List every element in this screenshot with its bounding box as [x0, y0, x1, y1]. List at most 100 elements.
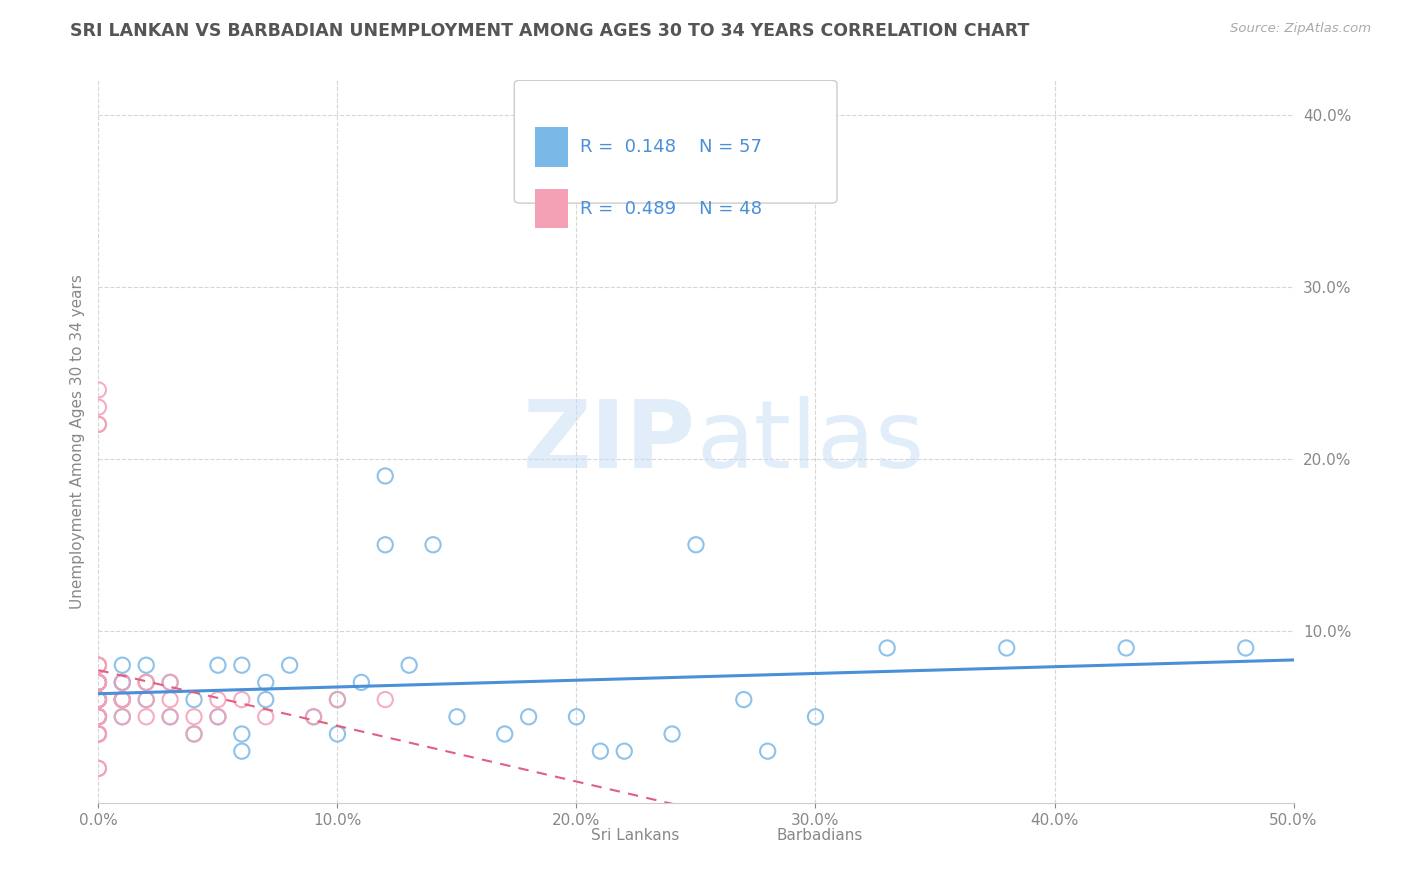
- Point: [87, 727, 110, 741]
- Point: [111, 675, 134, 690]
- Point: [87, 383, 110, 397]
- Point: [374, 692, 396, 706]
- Point: [87, 710, 110, 724]
- Point: [565, 710, 588, 724]
- Point: [159, 710, 181, 724]
- Point: [87, 675, 110, 690]
- FancyBboxPatch shape: [534, 188, 568, 228]
- Point: [87, 710, 110, 724]
- Point: [326, 692, 349, 706]
- Point: [159, 675, 181, 690]
- Point: [87, 761, 110, 775]
- FancyBboxPatch shape: [534, 128, 568, 167]
- Point: [183, 692, 205, 706]
- Point: [350, 675, 373, 690]
- Point: [326, 727, 349, 741]
- Text: Sri Lankans: Sri Lankans: [591, 828, 679, 843]
- Point: [278, 658, 301, 673]
- Point: [254, 692, 277, 706]
- Point: [87, 710, 110, 724]
- Point: [207, 692, 229, 706]
- Point: [995, 640, 1018, 655]
- Point: [111, 692, 134, 706]
- Point: [87, 692, 110, 706]
- Point: [87, 692, 110, 706]
- Y-axis label: Unemployment Among Ages 30 to 34 years: Unemployment Among Ages 30 to 34 years: [69, 274, 84, 609]
- Text: atlas: atlas: [696, 395, 924, 488]
- Point: [135, 710, 157, 724]
- Point: [87, 658, 110, 673]
- Point: [87, 417, 110, 432]
- Point: [87, 675, 110, 690]
- Point: [87, 658, 110, 673]
- Point: [733, 692, 755, 706]
- FancyBboxPatch shape: [515, 80, 837, 203]
- Point: [254, 675, 277, 690]
- Point: [302, 710, 325, 724]
- Point: [87, 710, 110, 724]
- Point: [111, 710, 134, 724]
- Point: [111, 692, 134, 706]
- Point: [207, 710, 229, 724]
- Point: [613, 744, 636, 758]
- Point: [87, 692, 110, 706]
- Point: [374, 469, 396, 483]
- Point: [422, 538, 444, 552]
- Point: [231, 744, 253, 758]
- Point: [1234, 640, 1257, 655]
- Point: [685, 538, 707, 552]
- Point: [87, 692, 110, 706]
- Point: [87, 675, 110, 690]
- Point: [87, 658, 110, 673]
- Point: [87, 692, 110, 706]
- Point: [231, 692, 253, 706]
- Text: R =  0.489    N = 48: R = 0.489 N = 48: [581, 200, 762, 218]
- Point: [183, 710, 205, 724]
- Text: SRI LANKAN VS BARBADIAN UNEMPLOYMENT AMONG AGES 30 TO 34 YEARS CORRELATION CHART: SRI LANKAN VS BARBADIAN UNEMPLOYMENT AMO…: [70, 22, 1029, 40]
- Point: [661, 727, 683, 741]
- Point: [1115, 640, 1137, 655]
- Point: [398, 658, 420, 673]
- Point: [87, 400, 110, 414]
- Point: [111, 710, 134, 724]
- FancyBboxPatch shape: [553, 821, 582, 850]
- Point: [517, 710, 540, 724]
- Point: [446, 710, 468, 724]
- Point: [87, 675, 110, 690]
- Point: [87, 692, 110, 706]
- Point: [111, 675, 134, 690]
- Point: [302, 710, 325, 724]
- Point: [494, 727, 516, 741]
- Text: Barbadians: Barbadians: [776, 828, 862, 843]
- Point: [87, 761, 110, 775]
- Point: [183, 727, 205, 741]
- Point: [87, 675, 110, 690]
- Point: [111, 692, 134, 706]
- Point: [87, 692, 110, 706]
- Point: [183, 727, 205, 741]
- Point: [374, 538, 396, 552]
- FancyBboxPatch shape: [738, 821, 768, 850]
- Point: [135, 658, 157, 673]
- Point: [159, 692, 181, 706]
- Point: [87, 727, 110, 741]
- Point: [135, 675, 157, 690]
- Point: [254, 710, 277, 724]
- Point: [804, 710, 827, 724]
- Point: [87, 417, 110, 432]
- Point: [135, 675, 157, 690]
- Point: [135, 692, 157, 706]
- Point: [87, 675, 110, 690]
- Point: [111, 675, 134, 690]
- Point: [87, 692, 110, 706]
- Point: [87, 727, 110, 741]
- Point: [589, 744, 612, 758]
- Point: [87, 675, 110, 690]
- Point: [231, 727, 253, 741]
- Point: [756, 744, 779, 758]
- Point: [87, 727, 110, 741]
- Point: [207, 658, 229, 673]
- Point: [87, 675, 110, 690]
- Point: [87, 692, 110, 706]
- Point: [87, 710, 110, 724]
